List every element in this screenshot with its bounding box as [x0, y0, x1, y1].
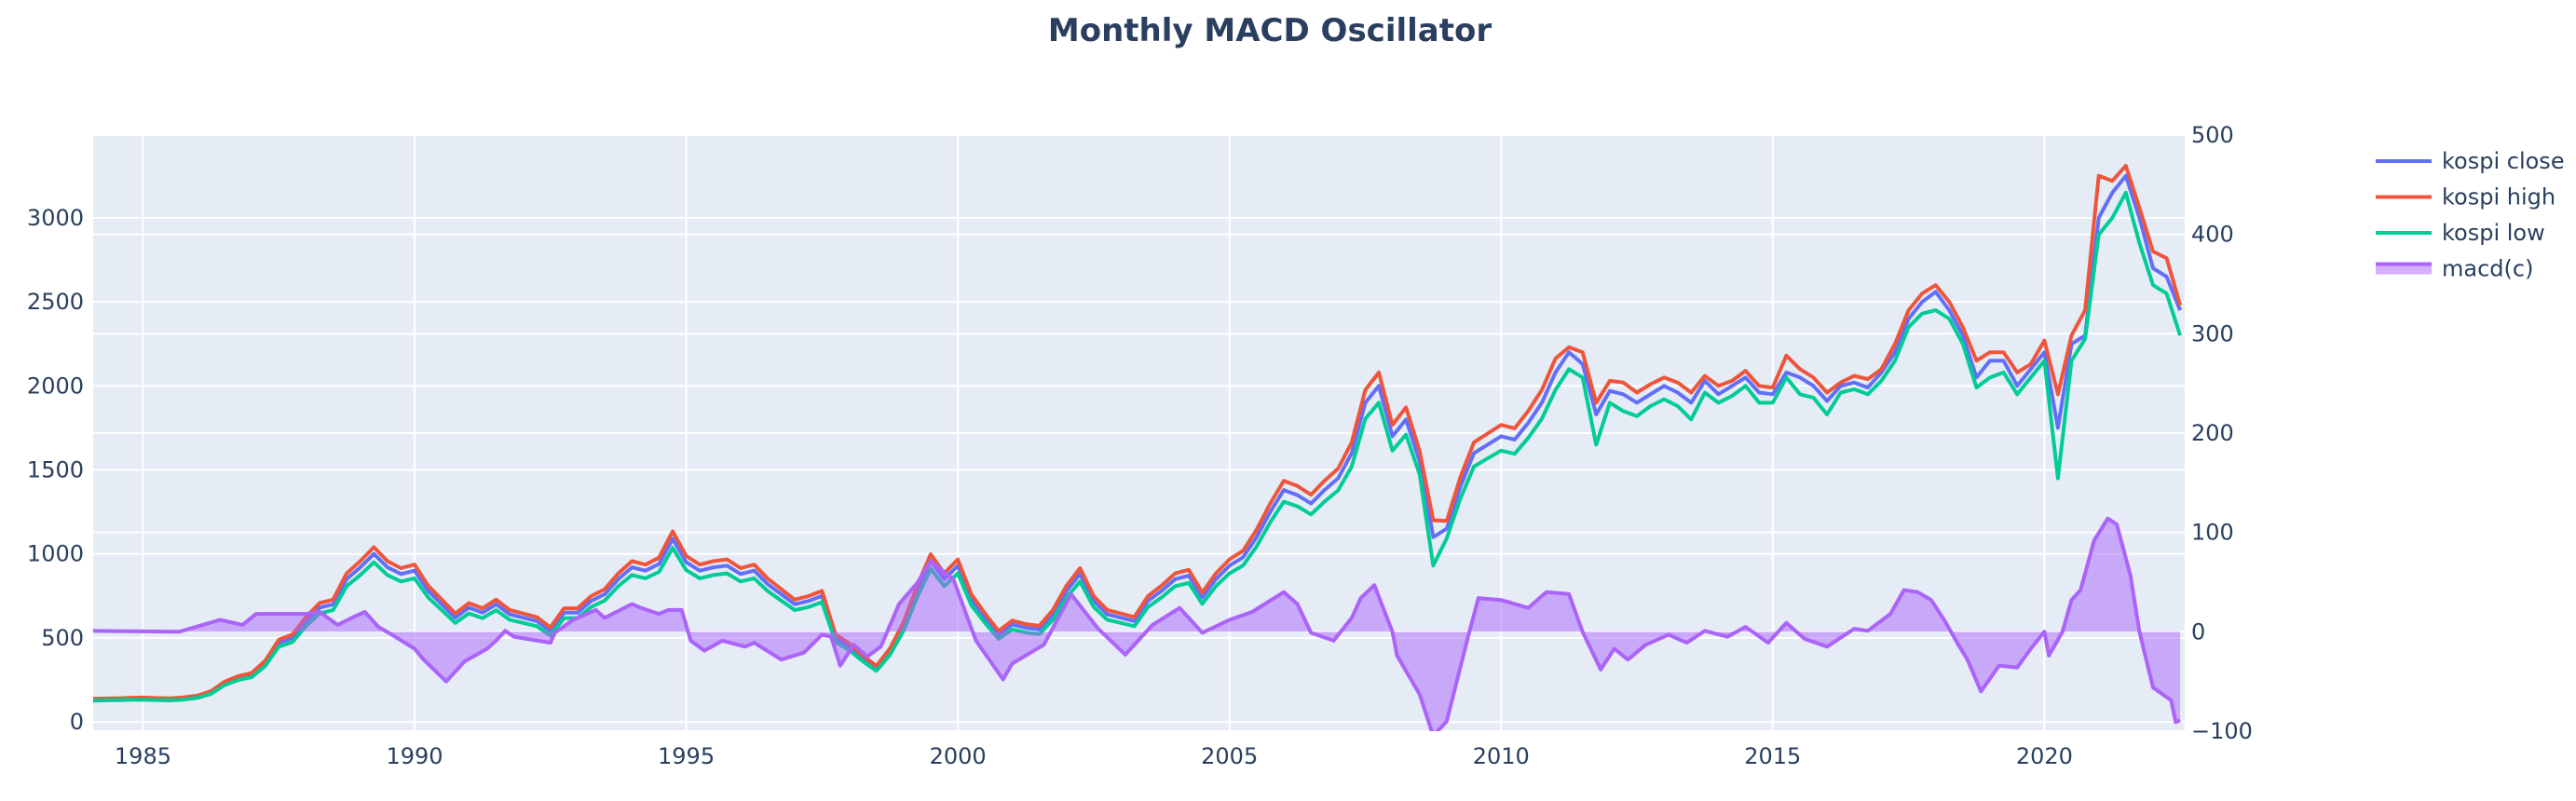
x-tick-label: 1995: [658, 743, 715, 769]
y-tick-label: 2000: [27, 373, 84, 399]
x-tick-label: 2015: [1744, 743, 1801, 769]
y-tick-label: 1000: [27, 541, 84, 567]
x-tick-label: 2005: [1201, 743, 1258, 769]
x-tick-label: 1990: [386, 743, 443, 769]
y2-tick-label: 200: [2191, 420, 2234, 446]
y2-tick-label: −100: [2191, 718, 2253, 744]
legend-label: kospi close: [2442, 148, 2565, 174]
legend-item[interactable]: macd(c): [2376, 256, 2533, 282]
x-tick-label: 2000: [930, 743, 987, 769]
legend: kospi close kospi high kospi low macd(c): [2376, 148, 2565, 282]
chart-title: Monthly MACD Oscillator: [1048, 12, 1492, 49]
legend-label: macd(c): [2442, 256, 2533, 282]
legend-item[interactable]: kospi close: [2376, 148, 2565, 174]
series-kospi-low[interactable]: [89, 190, 2183, 703]
y2-tick-label: 0: [2191, 618, 2205, 645]
y-tick-label: 0: [70, 709, 84, 735]
x-axis: 1985 1990 1995 2000 2005 2010 2015 2020: [115, 743, 2073, 769]
series-macd-c[interactable]: [89, 516, 2181, 737]
y-axis-left: 0 500 1000 1500 2000 2500 3000: [27, 205, 84, 735]
y-tick-label: 3000: [27, 205, 84, 231]
y2-tick-label: 300: [2191, 320, 2234, 346]
legend-label: kospi high: [2442, 184, 2556, 210]
legend-item[interactable]: kospi high: [2376, 184, 2556, 210]
y-tick-label: 2500: [27, 289, 84, 315]
traces: [89, 164, 2183, 737]
x-tick-label: 2020: [2016, 743, 2073, 769]
legend-item[interactable]: kospi low: [2376, 220, 2545, 246]
y-axis-right: −100 0 100 200 300 400 500: [2191, 122, 2253, 744]
legend-label: kospi low: [2442, 220, 2545, 246]
y-tick-label: 1500: [27, 457, 84, 483]
y2-tick-label: 500: [2191, 122, 2234, 148]
series-kospi-high[interactable]: [89, 164, 2183, 701]
x-tick-label: 1985: [115, 743, 171, 769]
y2-tick-label: 100: [2191, 520, 2234, 546]
y-tick-label: 500: [41, 625, 84, 651]
y2-tick-label: 400: [2191, 222, 2234, 248]
x-tick-label: 2010: [1473, 743, 1530, 769]
